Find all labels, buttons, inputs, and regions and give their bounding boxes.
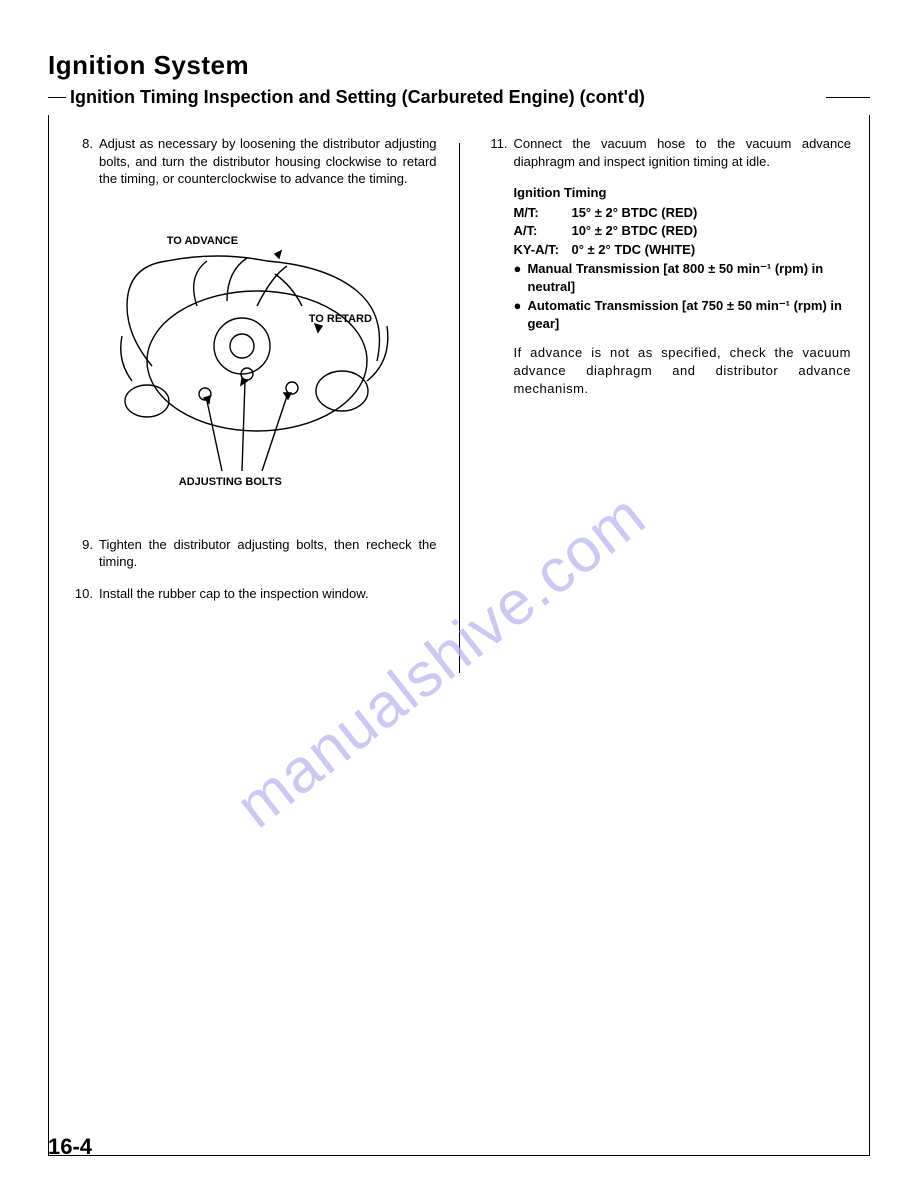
frame-line-right	[826, 97, 870, 98]
bullet-text: Manual Transmission [at 800 ± 50 min⁻¹ (…	[527, 260, 851, 295]
distributor-svg-icon	[97, 206, 407, 496]
step-8: 8. Adjust as necessary by loosening the …	[67, 135, 437, 188]
bullet-icon: ●	[513, 297, 527, 332]
right-steps-list: 11. Connect the vacuum hose to the vacuu…	[481, 135, 851, 170]
spec-row-at: A/T: 10° ± 2° BTDC (RED)	[513, 222, 851, 240]
bullet-manual: ● Manual Transmission [at 800 ± 50 min⁻¹…	[513, 260, 851, 295]
spec-row-kyat: KY-A/T: 0° ± 2° TDC (WHITE)	[513, 241, 851, 259]
bullet-text: Automatic Transmission [at 750 ± 50 min⁻…	[527, 297, 851, 332]
step-text: Tighten the distributor adjusting bolts,…	[99, 536, 437, 571]
transmission-bullets: ● Manual Transmission [at 800 ± 50 min⁻¹…	[513, 260, 851, 332]
step-11: 11. Connect the vacuum hose to the vacuu…	[481, 135, 851, 170]
spec-row-mt: M/T: 15° ± 2° BTDC (RED)	[513, 204, 851, 222]
spec-title: Ignition Timing	[513, 184, 851, 202]
spec-value: 15° ± 2° BTDC (RED)	[571, 204, 697, 222]
bullet-automatic: ● Automatic Transmission [at 750 ± 50 mi…	[513, 297, 851, 332]
step-text: Connect the vacuum hose to the vacuum ad…	[513, 135, 851, 170]
ignition-timing-specs: Ignition Timing M/T: 15° ± 2° BTDC (RED)…	[513, 184, 851, 332]
column-divider	[459, 143, 460, 673]
distributor-diagram: TO ADVANCE TO RETARD ADJUSTING BOLTS	[97, 206, 407, 496]
page-container: Ignition System Ignition Timing Inspecti…	[0, 0, 918, 1180]
label-to-retard: TO RETARD	[309, 312, 372, 327]
step-text: Install the rubber cap to the inspection…	[99, 585, 437, 603]
left-steps-list-cont: 9. Tighten the distributor adjusting bol…	[67, 536, 437, 603]
step-9: 9. Tighten the distributor adjusting bol…	[67, 536, 437, 571]
spec-value: 0° ± 2° TDC (WHITE)	[571, 241, 695, 259]
step-10: 10. Install the rubber cap to the inspec…	[67, 585, 437, 603]
step-text: Adjust as necessary by loosening the dis…	[99, 135, 437, 188]
advance-note: If advance is not as specified, check th…	[513, 344, 851, 397]
spec-key: KY-A/T:	[513, 241, 571, 259]
label-adjusting-bolts: ADJUSTING BOLTS	[179, 475, 282, 490]
bullet-icon: ●	[513, 260, 527, 295]
content-frame: 8. Adjust as necessary by loosening the …	[48, 115, 870, 1156]
spec-key: A/T:	[513, 222, 571, 240]
page-number: 16-4	[48, 1134, 92, 1160]
main-title: Ignition System	[48, 50, 870, 81]
spec-key: M/T:	[513, 204, 571, 222]
spec-value: 10° ± 2° BTDC (RED)	[571, 222, 697, 240]
section-title-wrap: Ignition Timing Inspection and Setting (…	[48, 85, 870, 115]
label-to-advance: TO ADVANCE	[167, 234, 238, 249]
right-column: 11. Connect the vacuum hose to the vacuu…	[481, 135, 851, 673]
step-number: 9.	[67, 536, 99, 571]
two-column-layout: 8. Adjust as necessary by loosening the …	[49, 115, 869, 673]
step-number: 8.	[67, 135, 99, 188]
section-title: Ignition Timing Inspection and Setting (…	[48, 85, 870, 109]
left-column: 8. Adjust as necessary by loosening the …	[67, 135, 437, 673]
left-steps-list: 8. Adjust as necessary by loosening the …	[67, 135, 437, 188]
frame-line-left	[48, 97, 66, 98]
step-number: 11.	[481, 135, 513, 170]
step-number: 10.	[67, 585, 99, 603]
